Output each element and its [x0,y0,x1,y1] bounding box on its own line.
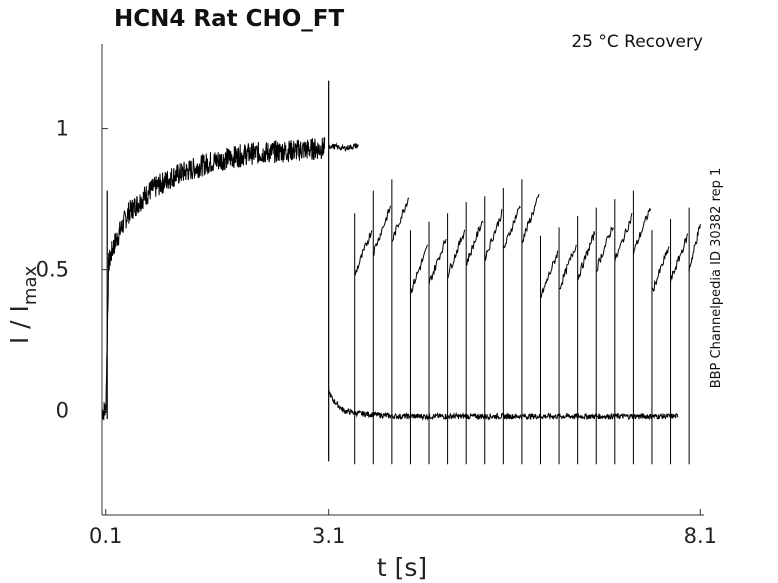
recovery-trace [428,238,447,286]
svg-text:I / Imax: I / Imax [5,266,41,345]
y-axis-label: I / Imax [5,266,41,345]
y-tick-label: 1 [56,117,69,141]
x-tick-label: 8.1 [684,524,717,548]
recovery-trace [595,226,614,272]
recovery-trace [354,230,373,276]
recovery-trace [632,208,651,256]
recovery-trace [614,213,633,262]
y-axis-label-main: I / I [5,305,34,344]
y-ticks: 00.51 [36,117,108,423]
side-note-text: BBP Channelpedia ID 30382 rep 1 [709,168,724,389]
recovery-trace [521,193,540,244]
y-tick-label: 0 [56,399,69,423]
recovery-trace [409,244,428,295]
series-activation-trace [101,137,326,421]
recovery-trace [577,231,596,281]
recovery-trace [651,246,670,292]
recovery-trace [670,233,689,282]
chart-subtitle: 25 °C Recovery [571,32,703,52]
recovery-trace [465,220,484,266]
recovery-trace [540,250,559,298]
recovery-trace [558,244,577,290]
y-axis-label-sub: max [20,266,41,306]
recovery-trace [502,205,521,249]
recovery-trace [484,209,503,261]
x-tick-label: 3.1 [312,524,345,548]
x-axis-label: t [s] [377,553,427,582]
traces [101,80,701,465]
recovery-trace [391,197,410,243]
chart-title: HCN4 Rat CHO_FT [114,6,345,32]
x-ticks: 0.1 3.1 8.1 [89,509,717,548]
recovery-trace [372,205,391,257]
y-tick-label: 0.5 [36,258,69,282]
recovery-trace [447,229,466,279]
side-note: BBP Channelpedia ID 30382 rep 1 [709,168,724,389]
x-tick-label: 0.1 [89,524,122,548]
plot-area: 00.51 0.1 3.1 8.1 [36,44,717,548]
series-plateau-trace [328,142,359,152]
recovery-trace [688,223,701,272]
